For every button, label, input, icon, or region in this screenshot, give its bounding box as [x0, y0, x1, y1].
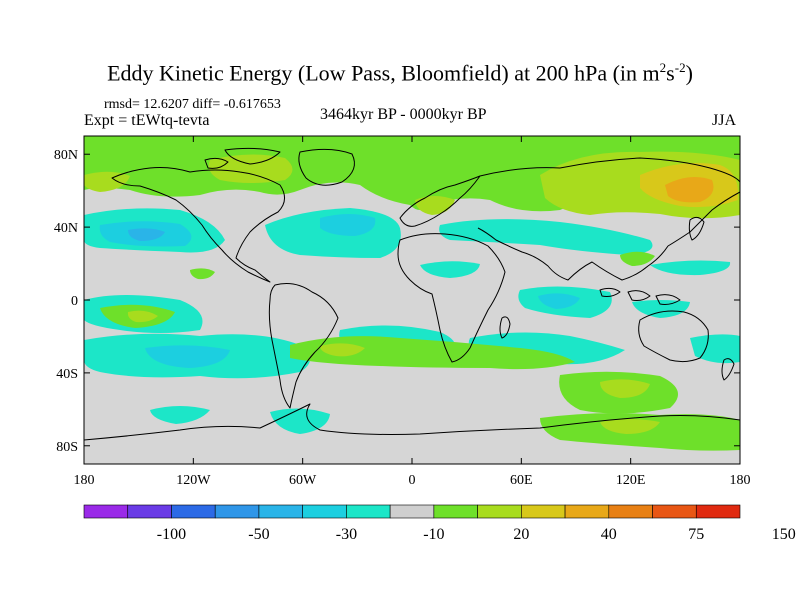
south-america-coast: [268, 283, 339, 409]
field-wpacific-positive: [620, 251, 655, 266]
africa-coast: [397, 233, 506, 363]
colorbar-swatch: [258, 504, 303, 519]
field-australia-negative: [690, 334, 740, 364]
colorbar-swatch: [127, 504, 172, 519]
colorbar-swatch: [302, 504, 347, 519]
lat-tick-label: 40N: [54, 221, 78, 236]
australia-coast: [638, 310, 709, 363]
stats-line: rmsd= 12.6207 diff= -0.617653: [104, 97, 281, 112]
lon-tick-label: 180: [74, 473, 95, 488]
lon-tick-label: 120W: [176, 473, 211, 488]
field-siberia-peak: [665, 176, 714, 203]
madagascar-coast: [499, 316, 511, 339]
colorbar-swatch: [433, 504, 478, 519]
colorbar-label: 150: [772, 526, 796, 543]
field-sindian-core: [600, 379, 650, 398]
field-canada-positive: [208, 154, 293, 183]
field-natlantic-strong: [320, 214, 376, 236]
colorbar-swatch: [695, 504, 741, 519]
colorbar-label: 20: [513, 526, 529, 543]
lon-tick-label: 0: [409, 473, 416, 488]
lon-tick-label: 60W: [289, 473, 317, 488]
field-antarctic-core: [600, 419, 660, 434]
colorbar-swatch: [83, 504, 129, 519]
colorbar-label: -50: [248, 526, 269, 543]
colorbar-swatch: [214, 504, 260, 519]
axis-ticks: 180 120W 60W 0 60E 120E 180 80N 40N 0 40S 80S: [54, 136, 751, 488]
field-npacific-east-negative: [650, 260, 731, 276]
eurasia-coast: [477, 157, 740, 281]
field-satlantic-positive: [290, 336, 575, 370]
colorbar-swatch: [389, 504, 435, 519]
colorbar-swatch: [652, 504, 697, 519]
lat-tick-label: 0: [71, 294, 78, 309]
maritime-islands-coast: [599, 287, 681, 305]
field-alaska-positive: [84, 171, 130, 192]
field-npacific-core: [128, 228, 165, 241]
greenland-coast: [298, 148, 355, 186]
field-indian-strong: [538, 293, 580, 309]
colorbar-swatch: [477, 504, 522, 519]
chart-title: Eddy Kinetic Energy (Low Pass, Bloomfiel…: [107, 60, 693, 86]
colorbar-label: 40: [601, 526, 617, 543]
north-america-coast: [111, 167, 285, 283]
experiment-label: Expt = tEWtq-tevta: [84, 112, 210, 129]
field-maritime-negative: [632, 300, 690, 318]
lat-tick-label: 40S: [56, 367, 78, 382]
season-label: JJA: [712, 112, 737, 129]
japan-coast: [688, 216, 705, 241]
colorbar-swatch: [564, 504, 610, 519]
lon-tick-label: 180: [730, 473, 751, 488]
field-nafrica-negative: [420, 261, 480, 278]
field-ross-negative: [150, 406, 210, 424]
lat-tick-label: 80S: [56, 440, 78, 455]
coastlines: [84, 147, 740, 441]
colorbar-label: 75: [688, 526, 704, 543]
lon-tick-label: 60E: [510, 473, 533, 488]
field-epacific-positive: [190, 268, 215, 280]
colorbar-swatch: [608, 504, 653, 519]
colorbar: -100 -50 -30 -10 20 40 75 150: [83, 504, 796, 543]
colorbar-label: -10: [423, 526, 444, 543]
arctic-islands-coast: [204, 147, 281, 169]
period-label: 3464kyr BP - 0000kyr BP: [320, 106, 487, 123]
colorbar-swatch: [171, 504, 216, 519]
field-southern-band-strong: [145, 345, 230, 368]
europe-coast: [399, 175, 481, 227]
new-zealand-coast: [721, 358, 735, 381]
lat-tick-label: 80N: [54, 148, 78, 163]
colorbar-label: -30: [336, 526, 357, 543]
colorbar-swatch: [346, 504, 391, 519]
colorbar-label: -100: [157, 526, 186, 543]
colorbar-swatch: [521, 504, 566, 519]
lon-tick-label: 120E: [616, 473, 646, 488]
field-spacific-core: [127, 310, 158, 323]
antarctica-coast: [84, 403, 740, 441]
field-asia-negative: [439, 219, 653, 255]
field-satlantic-core: [320, 343, 365, 357]
